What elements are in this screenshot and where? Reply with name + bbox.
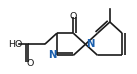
Text: O: O	[26, 59, 34, 68]
Text: N: N	[48, 50, 56, 60]
Text: O: O	[70, 12, 77, 21]
Text: HO: HO	[8, 40, 23, 49]
Text: N: N	[86, 39, 95, 49]
